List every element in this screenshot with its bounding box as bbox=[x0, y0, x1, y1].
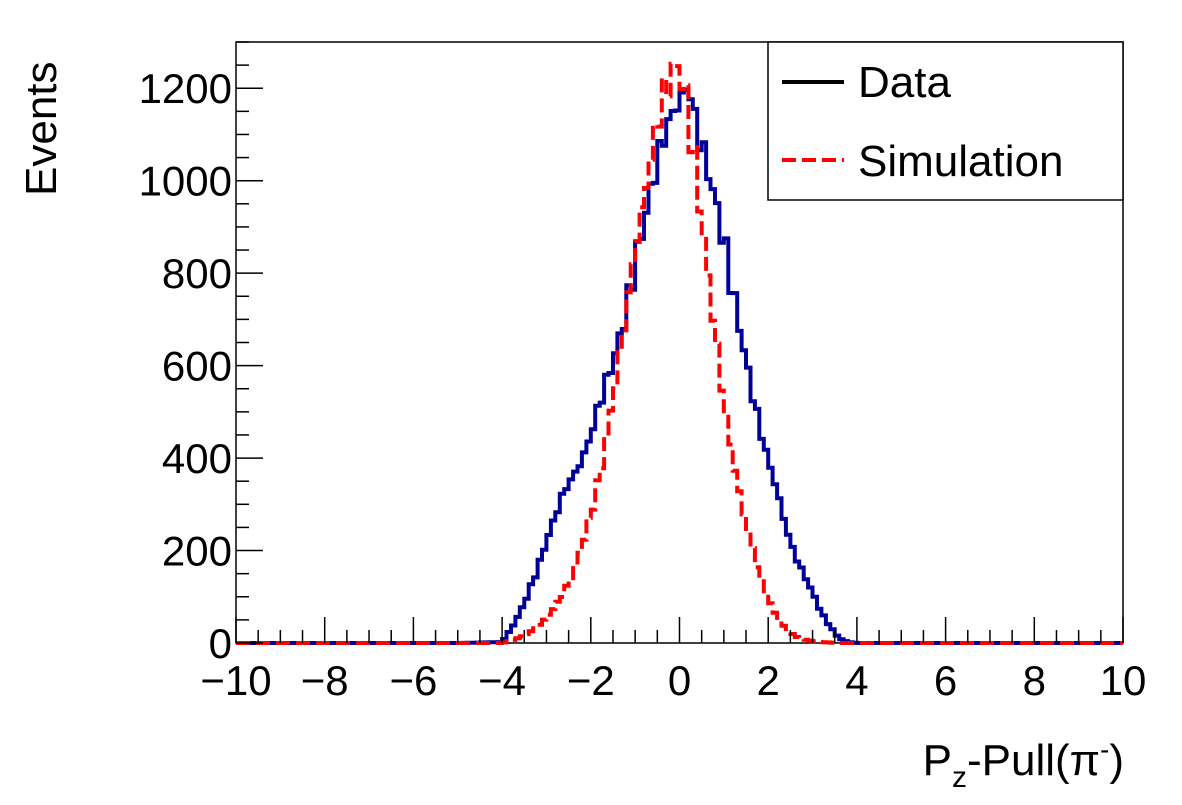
legend-box bbox=[767, 41, 1124, 201]
y-tick-label: 800 bbox=[162, 250, 232, 297]
y-tick-label: 200 bbox=[162, 528, 232, 575]
x-tick-label: −4 bbox=[478, 657, 526, 704]
x-tick-label: −2 bbox=[567, 657, 615, 704]
x-tick-label: 10 bbox=[1100, 657, 1147, 704]
y-tick-label: 0 bbox=[209, 620, 232, 667]
series-simulation-histogram bbox=[236, 61, 1123, 645]
y-tick-label: 1000 bbox=[139, 158, 232, 205]
y-tick-label: 600 bbox=[162, 343, 232, 390]
tick-labels: −10 −8 −6 −4 −2 0 2 4 6 8 10 0 200 400 600 800 1000 1200 bbox=[139, 65, 1147, 704]
legend-data-label: Data bbox=[858, 58, 951, 107]
x-tick-label: −8 bbox=[301, 657, 349, 704]
x-tick-label: −6 bbox=[389, 657, 437, 704]
y-tick-label: 400 bbox=[162, 435, 232, 482]
legend-simulation-label: Simulation bbox=[858, 137, 1063, 186]
x-tick-label: 2 bbox=[757, 657, 780, 704]
x-axis-title: Pz-Pull(π-) bbox=[923, 734, 1124, 794]
legend: Data Simulation bbox=[767, 41, 1124, 201]
x-tick-label: 8 bbox=[1023, 657, 1046, 704]
x-tick-label: 0 bbox=[668, 657, 691, 704]
x-tick-label: 4 bbox=[845, 657, 868, 704]
x-tick-label: 6 bbox=[934, 657, 957, 704]
axis-ticks bbox=[235, 41, 1124, 644]
x-tick-label: −10 bbox=[200, 657, 271, 704]
y-tick-label: 1200 bbox=[139, 65, 232, 112]
y-axis-title: Events bbox=[17, 61, 66, 196]
series-layer bbox=[236, 61, 1123, 645]
